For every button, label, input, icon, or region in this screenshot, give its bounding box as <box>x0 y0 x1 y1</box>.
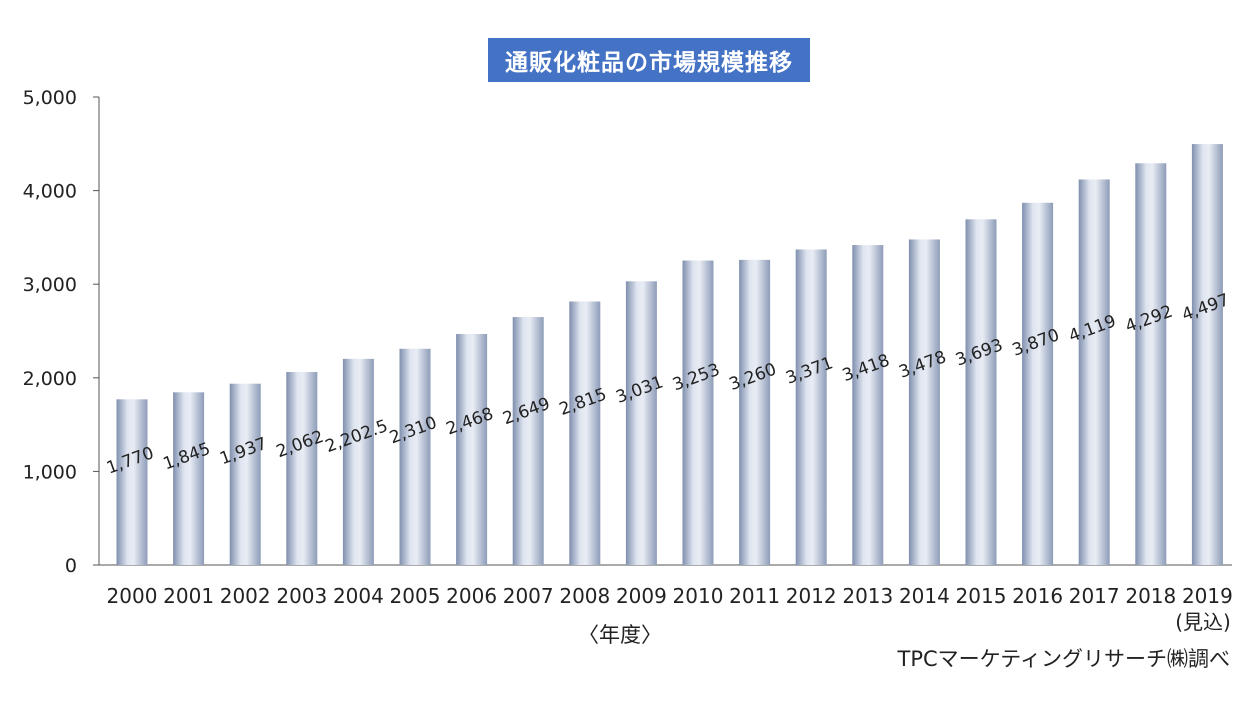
x-tick-label: 2014 <box>899 584 950 608</box>
x-tick-label: 2007 <box>503 584 554 608</box>
bar <box>682 260 714 565</box>
bar <box>1022 202 1054 565</box>
bar <box>1078 179 1110 565</box>
x-tick-label: 2008 <box>559 584 610 608</box>
bar <box>286 371 318 565</box>
x-axis-label: 〈年度〉 <box>578 623 662 647</box>
bar <box>512 317 544 565</box>
y-tick-label: 3,000 <box>23 274 77 296</box>
x-tick-label: 2011 <box>729 584 780 608</box>
bar <box>852 245 884 565</box>
y-tick-label: 4,000 <box>23 181 77 203</box>
source-note: TPCマーケティングリサーチ㈱調べ <box>897 647 1230 671</box>
bar <box>116 399 148 565</box>
x-tick-label: 2010 <box>673 584 724 608</box>
bar <box>456 333 488 565</box>
forecast-note: (見込) <box>1175 610 1231 634</box>
x-tick-label: 2004 <box>333 584 384 608</box>
x-tick-label: 2017 <box>1069 584 1120 608</box>
x-tick-label: 2002 <box>220 584 271 608</box>
y-tick-label: 5,000 <box>23 87 77 109</box>
bar <box>173 392 205 565</box>
bar <box>399 348 431 565</box>
x-tick-label: 2000 <box>107 584 158 608</box>
chart-title: 通販化粧品の市場規模推移 <box>488 38 810 82</box>
bar <box>908 239 940 565</box>
x-tick-label: 2006 <box>446 584 497 608</box>
x-tick-label: 2019 <box>1182 584 1233 608</box>
y-tick-label: 2,000 <box>23 368 77 390</box>
bar <box>625 281 657 565</box>
bar <box>795 249 827 565</box>
bar <box>965 219 997 565</box>
x-tick-label: 2012 <box>786 584 837 608</box>
bar <box>1135 163 1167 565</box>
y-tick-label: 0 <box>65 555 77 577</box>
x-tick-label: 2018 <box>1125 584 1176 608</box>
x-tick-label: 2015 <box>956 584 1007 608</box>
bar <box>229 383 261 565</box>
bars <box>116 144 1223 565</box>
x-tick-label: 2005 <box>390 584 441 608</box>
x-tick-label: 2003 <box>276 584 327 608</box>
x-tick-label: 2009 <box>616 584 667 608</box>
x-tick-label: 2013 <box>842 584 893 608</box>
x-tick-label: 2001 <box>163 584 214 608</box>
bar <box>1191 144 1223 565</box>
y-tick-label: 1,000 <box>23 461 77 483</box>
x-tick-label: 2016 <box>1012 584 1063 608</box>
bar <box>342 358 374 565</box>
bar <box>739 259 771 565</box>
bar <box>569 301 601 565</box>
